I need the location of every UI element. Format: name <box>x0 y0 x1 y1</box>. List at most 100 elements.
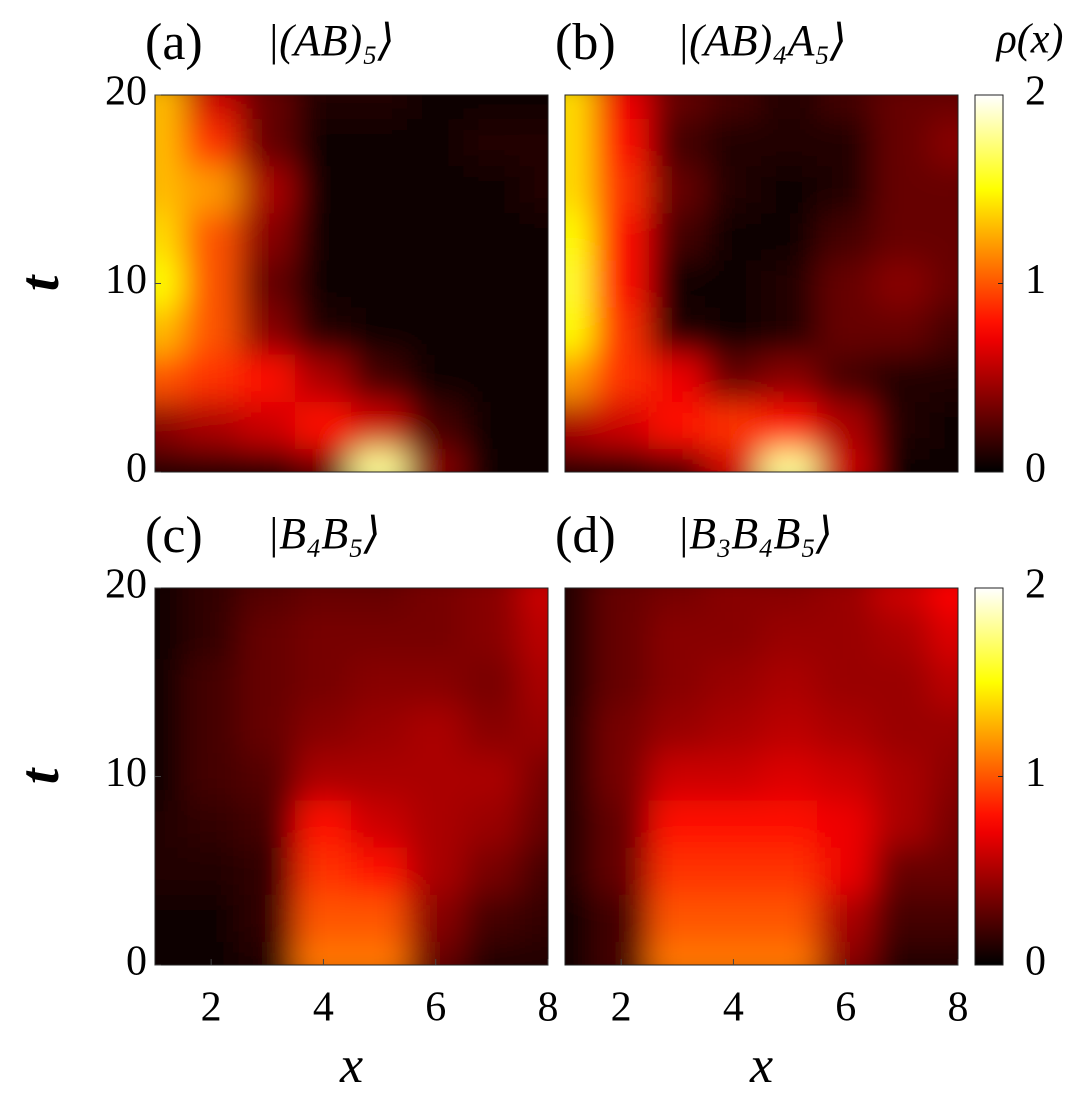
y-tick-label: 0 <box>126 939 147 985</box>
x-tick-label: 4 <box>313 985 334 1031</box>
heatmap-cell <box>407 165 465 214</box>
heatmap-cell <box>761 705 819 754</box>
heatmap-cell <box>817 212 875 261</box>
heatmap-cell <box>929 611 958 660</box>
heatmap-cell <box>294 95 352 120</box>
heatmap-cell <box>592 400 650 449</box>
heatmap-cell <box>648 611 706 660</box>
heatmap-cell <box>761 118 819 167</box>
heatmap-cell <box>873 306 931 355</box>
heatmap-cell <box>565 611 594 660</box>
heatmap-cell <box>873 752 931 801</box>
x-tick-label: 6 <box>835 985 856 1031</box>
heatmap-cell <box>182 447 240 472</box>
heatmap-cell <box>592 846 650 895</box>
heatmap-cell <box>182 588 240 613</box>
heatmap-cell <box>407 658 465 707</box>
heatmap-cell <box>407 799 465 848</box>
heatmap-cell <box>294 752 352 801</box>
heatmap-cell <box>873 259 931 308</box>
heatmap-cell <box>407 353 465 402</box>
heatmap-cell <box>817 846 875 895</box>
heatmap-cell <box>238 752 296 801</box>
heatmap-cell <box>519 259 548 308</box>
heatmap-cell <box>238 940 296 965</box>
heatmap-cell <box>761 799 819 848</box>
heatmap-cell <box>155 306 184 355</box>
heatmap-cell <box>238 400 296 449</box>
heatmap-cell <box>238 447 296 472</box>
heatmap-cell <box>351 893 409 942</box>
heatmap-cell <box>519 165 548 214</box>
heatmap-cell <box>929 658 958 707</box>
heatmap-cell <box>873 353 931 402</box>
x-tick-label: 8 <box>538 985 559 1031</box>
heatmap-cell <box>929 799 958 848</box>
heatmap-cell <box>182 846 240 895</box>
heatmap-cell <box>873 95 931 120</box>
heatmap-cell <box>592 353 650 402</box>
heatmap-cell <box>294 400 352 449</box>
heatmap-cell <box>238 893 296 942</box>
heatmap-cell <box>817 799 875 848</box>
heatmap-cell <box>519 846 548 895</box>
x-tick-label: 6 <box>425 985 446 1031</box>
heatmap-cell <box>817 705 875 754</box>
heatmap-cell <box>592 611 650 660</box>
heatmap-cell <box>873 118 931 167</box>
heatmap-cell <box>565 447 594 472</box>
heatmap-area <box>565 95 958 472</box>
y-tick-label: 0 <box>126 446 147 492</box>
heatmap-cell <box>565 306 594 355</box>
heatmap-cell <box>519 752 548 801</box>
heatmap-cell <box>648 400 706 449</box>
heatmap-cell <box>519 940 548 965</box>
panel: 0 10 20 t (a) |(AB)₅⟩ <box>9 14 549 492</box>
heatmap-cell <box>294 799 352 848</box>
heatmap-cell <box>238 846 296 895</box>
heatmap-cell <box>351 212 409 261</box>
heatmap-cell <box>929 447 958 472</box>
heatmap-cells <box>155 588 548 965</box>
heatmap-cell <box>294 846 352 895</box>
heatmap-cell <box>182 353 240 402</box>
plot-frame <box>564 587 959 966</box>
heatmap-cell <box>155 353 184 402</box>
heatmap-area <box>565 588 958 965</box>
heatmap-cell <box>407 447 465 472</box>
heatmap-cell <box>565 118 594 167</box>
heatmap-cell <box>761 588 819 613</box>
x-tick-label: 2 <box>201 985 222 1031</box>
heatmap-cell <box>929 588 958 613</box>
heatmap-cell <box>519 400 548 449</box>
heatmap-cell <box>182 118 240 167</box>
heatmap-cell <box>351 118 409 167</box>
heatmap-cell <box>648 353 706 402</box>
heatmap-cell <box>873 165 931 214</box>
panel: 2 4 6 8 0 10 20 x t (c) |B₄B₅⟩ <box>9 507 559 1094</box>
heatmap-cell <box>817 447 875 472</box>
heatmap-cell <box>519 447 548 472</box>
heatmap-cell <box>294 611 352 660</box>
heatmap-cell <box>407 588 465 613</box>
panel-title: |(AB)₄A₅⟩ <box>677 16 847 65</box>
heatmap-cell <box>761 940 819 965</box>
colorbar-tick-label: 1 <box>1025 257 1046 303</box>
heatmap-cell <box>155 611 184 660</box>
heatmap-cell <box>463 95 521 120</box>
heatmap-cell <box>155 165 184 214</box>
heatmap-cell <box>519 212 548 261</box>
heatmap-cell <box>294 165 352 214</box>
heatmap-cell <box>648 846 706 895</box>
y-tick-label: 10 <box>105 257 147 303</box>
heatmap-cell <box>182 893 240 942</box>
heatmap-cell <box>648 259 706 308</box>
heatmap-cell <box>155 588 184 613</box>
heatmap-cell <box>407 306 465 355</box>
heatmap-cell <box>351 306 409 355</box>
heatmap-cell <box>407 611 465 660</box>
heatmap-cell <box>761 353 819 402</box>
heatmap-cell <box>463 306 521 355</box>
heatmap-cell <box>929 165 958 214</box>
heatmap-cell <box>463 658 521 707</box>
